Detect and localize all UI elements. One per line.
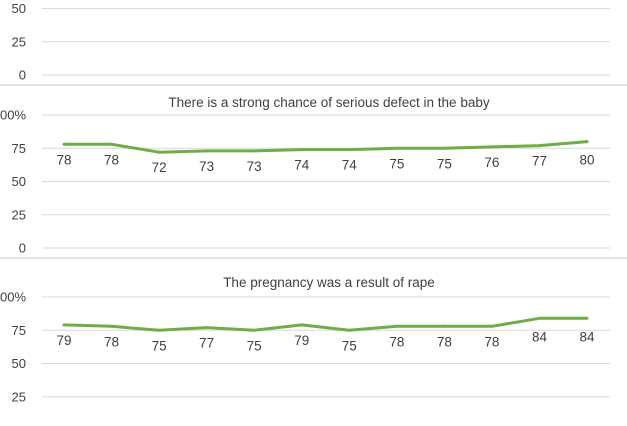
chart-title: There is a strong chance of serious defe… [168,95,489,110]
data-label: 77 [199,336,214,351]
data-point [490,324,494,328]
data-point [110,142,114,146]
y-tick-label: 75 [12,141,26,156]
data-point [538,144,541,148]
data-label: 76 [484,155,499,170]
data-label: 78 [484,334,499,349]
data-label: 78 [437,334,452,349]
data-label: 74 [342,158,358,173]
data-label: 75 [247,338,262,353]
y-tick-label: 25 [12,389,26,404]
y-tick-label: 25 [12,34,26,49]
data-point [395,324,399,328]
data-point [62,142,66,146]
data-label: 80 [580,153,595,168]
data-point [157,328,161,332]
data-label: 73 [199,159,214,174]
data-point [347,328,351,332]
data-point [62,323,66,327]
data-point [110,324,114,328]
data-label: 79 [56,333,71,348]
series-line [64,140,588,154]
y-tick-label: 50 [12,174,26,189]
data-label: 78 [56,152,71,167]
data-point [442,324,446,328]
data-label: 79 [294,333,309,348]
data-label: 78 [389,334,404,349]
data-label: 72 [152,160,167,175]
y-tick-label: 0 [19,241,26,256]
data-label: 77 [532,154,547,169]
data-label: 73 [247,159,262,174]
data-point [205,326,209,330]
series-line [63,316,587,332]
chart-title: The pregnancy was a result of rape [223,275,435,290]
data-point [252,328,256,332]
data-label: 75 [437,156,452,171]
y-tick-label: 75 [12,323,26,338]
data-point [395,146,399,150]
data-point [252,149,256,153]
data-point [300,323,304,327]
data-point [157,150,161,154]
data-point [585,140,589,144]
data-label: 84 [532,329,548,344]
data-point [538,316,541,320]
y-tick-label: 50 [12,1,26,16]
data-point [490,145,494,149]
y-tick-label: 100% [0,290,26,305]
y-tick-label: 50 [12,356,26,371]
data-label: 75 [389,156,404,171]
data-label: 84 [580,329,596,344]
y-tick-label: 0 [19,68,26,83]
y-tick-label: 100% [0,108,26,123]
data-label: 75 [342,338,357,353]
data-label: 74 [294,158,310,173]
data-point [347,148,351,152]
y-tick-label: 25 [12,207,26,222]
data-label: 78 [104,152,119,167]
chart-panel-1: 0 25 50 [12,1,610,83]
data-label: 75 [152,338,167,353]
data-point [585,316,589,320]
data-point [300,148,304,152]
chart-panel-2: 0 25 50 75 100% There is a strong chance of s… [0,95,610,256]
data-label: 78 [104,334,119,349]
data-point [442,146,446,150]
chart-panel-3: 25 50 75 100% The pregnancy was a result of … [0,275,610,404]
data-point [205,149,209,153]
